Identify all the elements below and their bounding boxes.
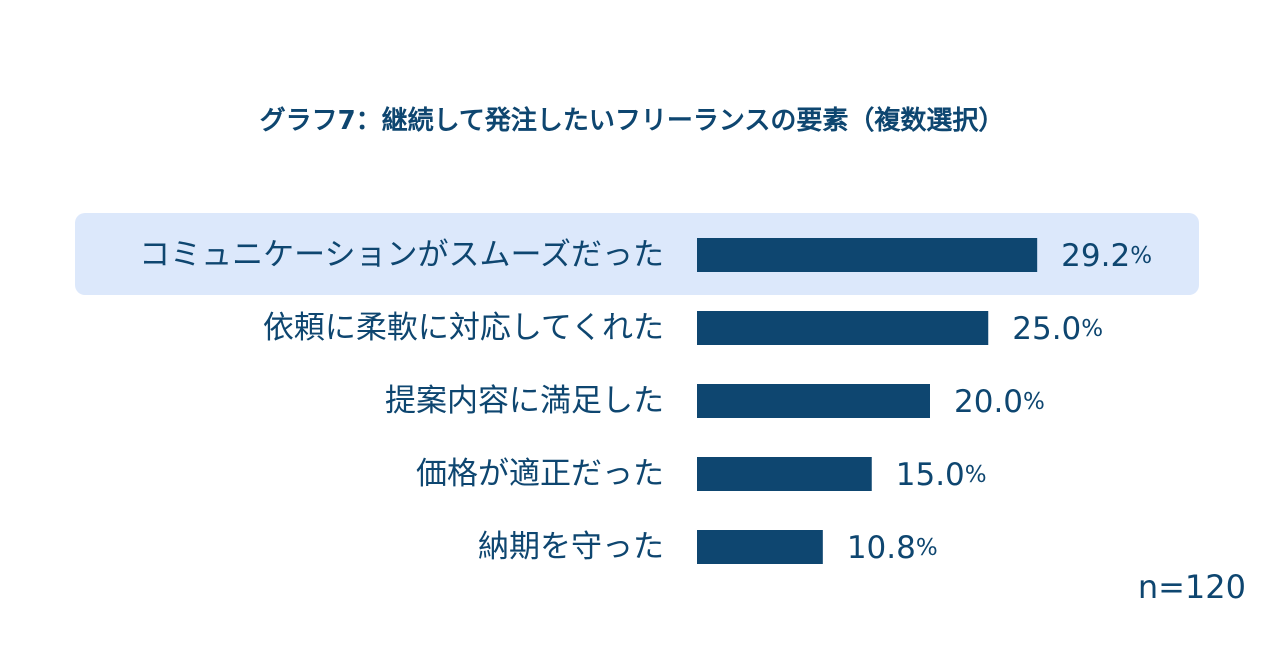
value-label: 10.8% — [847, 530, 938, 566]
bar — [697, 384, 930, 418]
bar — [697, 238, 1038, 272]
highlight-row-background — [75, 213, 1199, 295]
bar — [697, 311, 989, 345]
chart-title: グラフ7：継続して発注したいフリーランスの要素（複数選択） — [259, 106, 1005, 136]
bar — [697, 457, 872, 491]
bar — [697, 530, 823, 564]
value-label: 25.0% — [1012, 311, 1103, 347]
value-label: 15.0% — [896, 457, 987, 493]
category-label: コミュニケーションがスムーズだった — [139, 237, 664, 273]
category-label: 提案内容に満足した — [385, 383, 664, 419]
value-label: 20.0% — [954, 384, 1045, 420]
value-label: 29.2% — [1061, 238, 1152, 274]
sample-size-label: n=120 — [1137, 568, 1246, 606]
category-label: 価格が適正だった — [416, 456, 664, 492]
category-label: 納期を守った — [478, 529, 664, 565]
category-label: 依頼に柔軟に対応してくれた — [263, 310, 664, 346]
